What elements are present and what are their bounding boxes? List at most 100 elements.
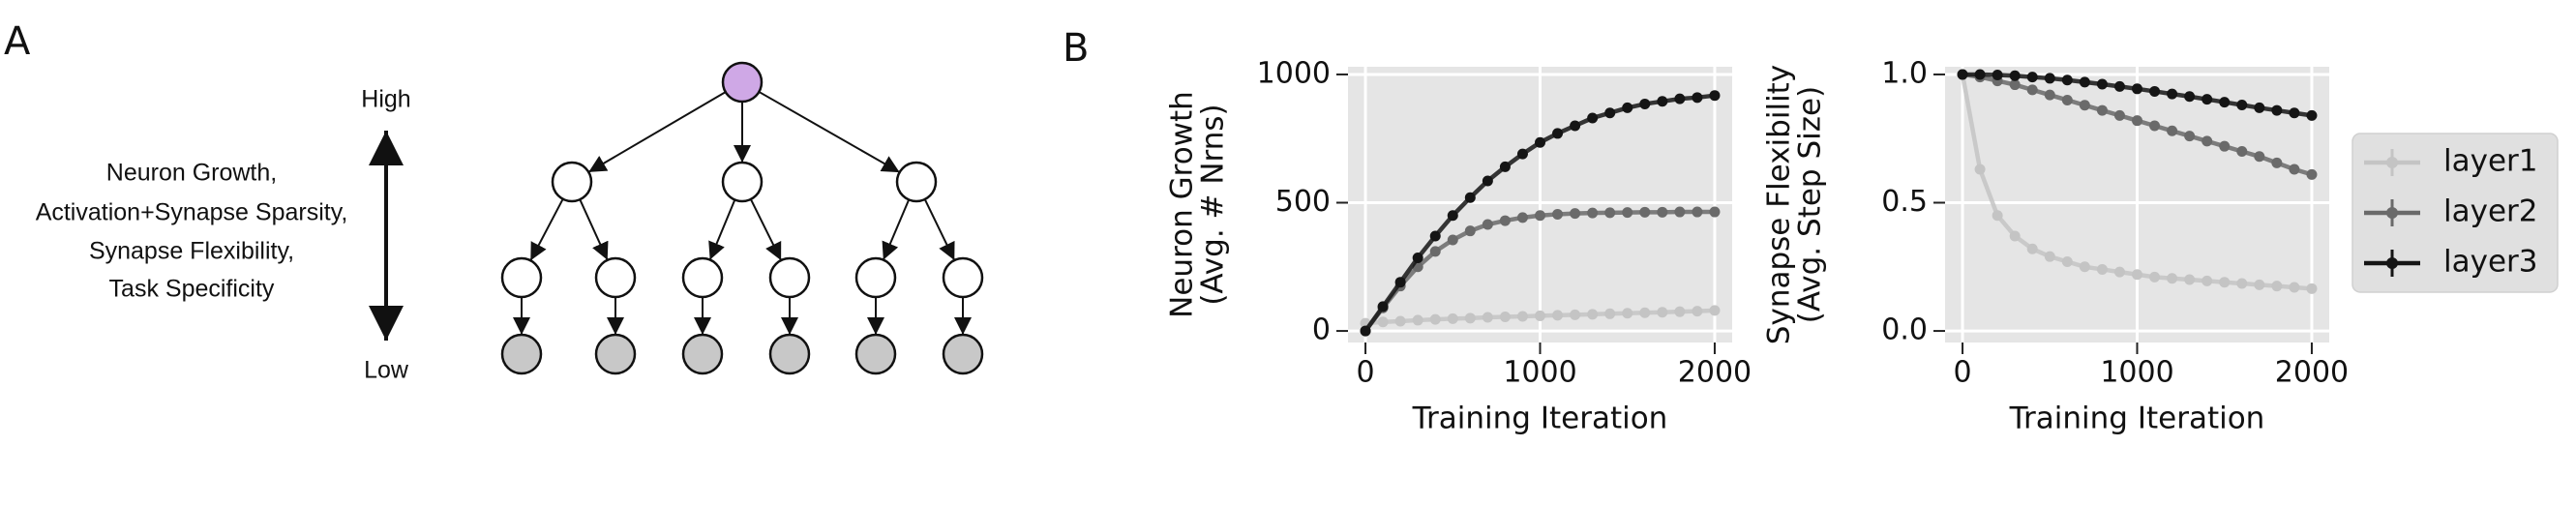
data-point: [1709, 305, 1721, 316]
tree-node: [500, 256, 543, 299]
data-point: [2236, 100, 2248, 111]
description-line: Activation+Synapse Sparsity,: [36, 199, 348, 226]
data-point: [1412, 253, 1423, 264]
tree-node: [768, 256, 811, 299]
data-point: [2044, 89, 2055, 101]
data-point: [2219, 97, 2231, 108]
data-point: [1464, 313, 1476, 324]
leaf-node: [942, 333, 984, 375]
data-point: [2113, 266, 2125, 278]
x-axis-label: Training Iteration: [1412, 402, 1668, 436]
data-point: [2236, 278, 2248, 289]
data-point: [1447, 210, 1458, 222]
data-point: [1516, 148, 1528, 160]
tree-node: [594, 256, 637, 299]
y-tick-label: 0.5: [1881, 185, 1928, 219]
leaf-node: [681, 333, 724, 375]
data-point: [2254, 102, 2265, 113]
data-point: [2306, 283, 2318, 294]
data-point: [2271, 157, 2283, 168]
data-point: [2306, 168, 2318, 180]
data-point: [2219, 277, 2231, 288]
data-point: [1499, 215, 1511, 226]
data-point: [1957, 69, 1968, 80]
data-point: [1377, 316, 1389, 328]
data-point: [1709, 90, 1721, 102]
data-point: [2167, 88, 2178, 100]
data-point: [1516, 311, 1528, 322]
data-point: [1692, 92, 1703, 104]
data-point: [1499, 161, 1511, 172]
data-point: [2079, 100, 2090, 111]
tree-edge: [579, 198, 609, 261]
data-point: [2236, 145, 2248, 157]
data-point: [2061, 255, 2073, 267]
data-point: [1674, 93, 1686, 104]
data-point: [1535, 310, 1545, 321]
tree-node: [551, 161, 593, 203]
data-point: [1412, 314, 1423, 326]
data-point: [2026, 84, 2038, 96]
y-tick-label: 0.0: [1881, 313, 1928, 347]
data-point: [2044, 73, 2055, 84]
x-tick-label: 2000: [2275, 356, 2349, 390]
data-point: [2202, 135, 2213, 147]
data-point: [1570, 120, 1581, 132]
data-point: [2132, 269, 2142, 281]
data-point: [1552, 208, 1564, 220]
leaf-node: [594, 333, 637, 375]
data-point: [1622, 207, 1633, 219]
data-point: [1992, 210, 2003, 222]
data-point: [2026, 72, 2038, 83]
data-point: [1570, 208, 1581, 220]
description-line: Synapse Flexibility,: [89, 238, 294, 265]
panel-label: A: [4, 19, 31, 64]
data-point: [2184, 131, 2196, 142]
data-point: [1552, 310, 1564, 321]
data-point: [2009, 70, 2021, 81]
data-point: [1360, 325, 1371, 337]
data-point: [2149, 271, 2161, 283]
data-point: [1657, 206, 1668, 218]
y-tick-label: 1000: [1257, 56, 1331, 90]
tree-edge: [587, 91, 727, 173]
legend-swatch: [2386, 157, 2398, 168]
leaf-node: [768, 333, 811, 375]
data-point: [1499, 311, 1511, 322]
data-point: [2009, 230, 2021, 242]
data-point: [2254, 151, 2265, 163]
data-point: [1639, 98, 1651, 109]
data-point: [1464, 192, 1476, 203]
data-point: [2289, 164, 2300, 175]
data-point: [1570, 309, 1581, 320]
x-axis-label: Training Iteration: [2009, 402, 2265, 436]
data-point: [1394, 315, 1406, 327]
data-point: [1552, 128, 1564, 139]
x-tick-label: 2000: [1678, 356, 1752, 390]
tree-edge: [529, 198, 564, 261]
data-point: [1587, 112, 1599, 124]
legend-label: layer3: [2443, 245, 2538, 280]
data-point: [2079, 76, 2090, 88]
data-point: [2289, 282, 2300, 293]
tree-edge: [758, 91, 901, 173]
data-point: [1974, 69, 1986, 80]
legend-box: [2351, 133, 2559, 293]
data-point: [1992, 69, 2003, 80]
data-point: [2113, 109, 2125, 121]
data-point: [1429, 230, 1441, 242]
description-line: Neuron Growth,: [106, 160, 277, 187]
data-point: [2202, 275, 2213, 286]
data-point: [1639, 206, 1651, 218]
data-point: [1674, 306, 1686, 317]
data-point: [1692, 306, 1703, 317]
data-point: [1447, 313, 1458, 324]
data-point: [2132, 83, 2142, 95]
data-point: [1587, 207, 1599, 219]
data-point: [1657, 307, 1668, 318]
data-point: [1604, 107, 1616, 119]
data-point: [1429, 313, 1441, 325]
data-point: [1604, 207, 1616, 219]
data-point: [2096, 78, 2108, 90]
data-point: [2219, 140, 2231, 152]
